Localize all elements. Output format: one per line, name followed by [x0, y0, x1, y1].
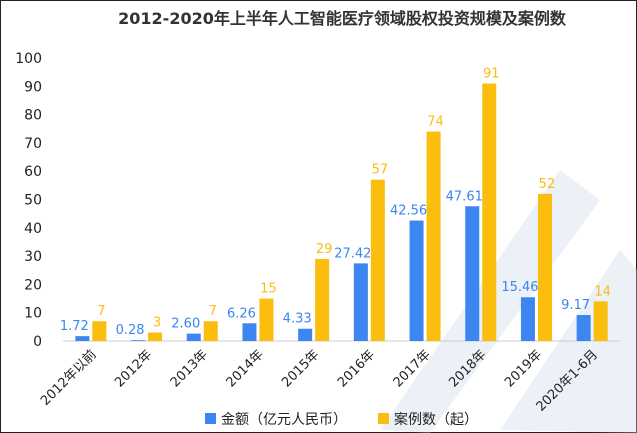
bar-cases: [426, 131, 441, 341]
bar-amount: [242, 323, 257, 341]
legend-label: 案例数（起）: [394, 411, 478, 428]
bar-amount: [298, 328, 313, 341]
data-label: 42.56: [390, 204, 427, 219]
x-tick-label: 2014年: [224, 347, 267, 390]
bar-cases: [482, 83, 497, 341]
data-label: 6.26: [227, 306, 256, 321]
data-label: 14: [594, 284, 611, 299]
y-tick-label: 80: [24, 108, 42, 124]
bar-cases: [259, 298, 274, 341]
y-tick-label: 40: [24, 221, 42, 237]
data-label: 15.46: [501, 280, 538, 295]
y-tick-label: 20: [24, 277, 42, 293]
bar-cases: [370, 179, 385, 341]
data-label: 27.42: [334, 246, 371, 261]
bar-cases: [203, 321, 218, 341]
bar-cases: [593, 301, 608, 341]
data-label: 47.61: [446, 189, 483, 204]
bar-amount: [131, 340, 146, 341]
y-tick-label: 60: [24, 164, 42, 180]
y-tick-label: 0: [33, 334, 42, 350]
bar-amount: [75, 336, 90, 341]
legend-label: 金额（亿元人民币）: [221, 412, 347, 428]
data-label: 1.72: [60, 319, 89, 334]
data-label: 7: [209, 304, 217, 319]
bar-amount: [576, 315, 591, 341]
data-label: 3: [153, 316, 161, 331]
data-label: 0.28: [116, 323, 145, 338]
legend-swatch: [378, 413, 389, 424]
bar-amount: [520, 297, 535, 341]
legend-swatch: [205, 413, 216, 424]
data-label: 2.60: [171, 317, 200, 332]
data-label: 52: [539, 177, 556, 192]
bar-cases: [315, 258, 330, 341]
y-tick-label: 100: [15, 51, 42, 67]
x-tick-label: 2015年: [279, 347, 322, 390]
bar-cases: [92, 321, 107, 341]
y-tick-label: 90: [24, 79, 42, 95]
x-tick-label: 2013年: [168, 347, 211, 390]
x-tick-label: 2012年: [112, 347, 155, 390]
y-tick-label: 10: [24, 306, 42, 322]
data-label: 91: [483, 66, 500, 81]
data-label: 4.33: [283, 312, 312, 327]
bar-amount: [409, 220, 424, 341]
y-tick-label: 70: [24, 136, 42, 152]
data-label: 57: [372, 163, 389, 178]
bar-amount: [186, 333, 201, 341]
data-label: 15: [260, 282, 277, 297]
data-label: 9.17: [561, 298, 590, 313]
data-label: 74: [427, 115, 444, 130]
chart-title: 2012-2020年上半年人工智能医疗领域股权投资规模及案例数: [118, 9, 567, 28]
bar-cases: [537, 193, 552, 341]
x-tick-label: 2012年以前: [37, 347, 99, 409]
data-label: 7: [97, 304, 105, 319]
y-tick-label: 50: [24, 193, 42, 209]
bar-cases: [148, 332, 163, 341]
bar-amount: [465, 206, 480, 341]
bar-amount: [353, 263, 368, 341]
data-label: 29: [316, 242, 333, 257]
y-tick-label: 30: [24, 249, 42, 265]
x-tick-label: 2016年: [335, 347, 378, 390]
